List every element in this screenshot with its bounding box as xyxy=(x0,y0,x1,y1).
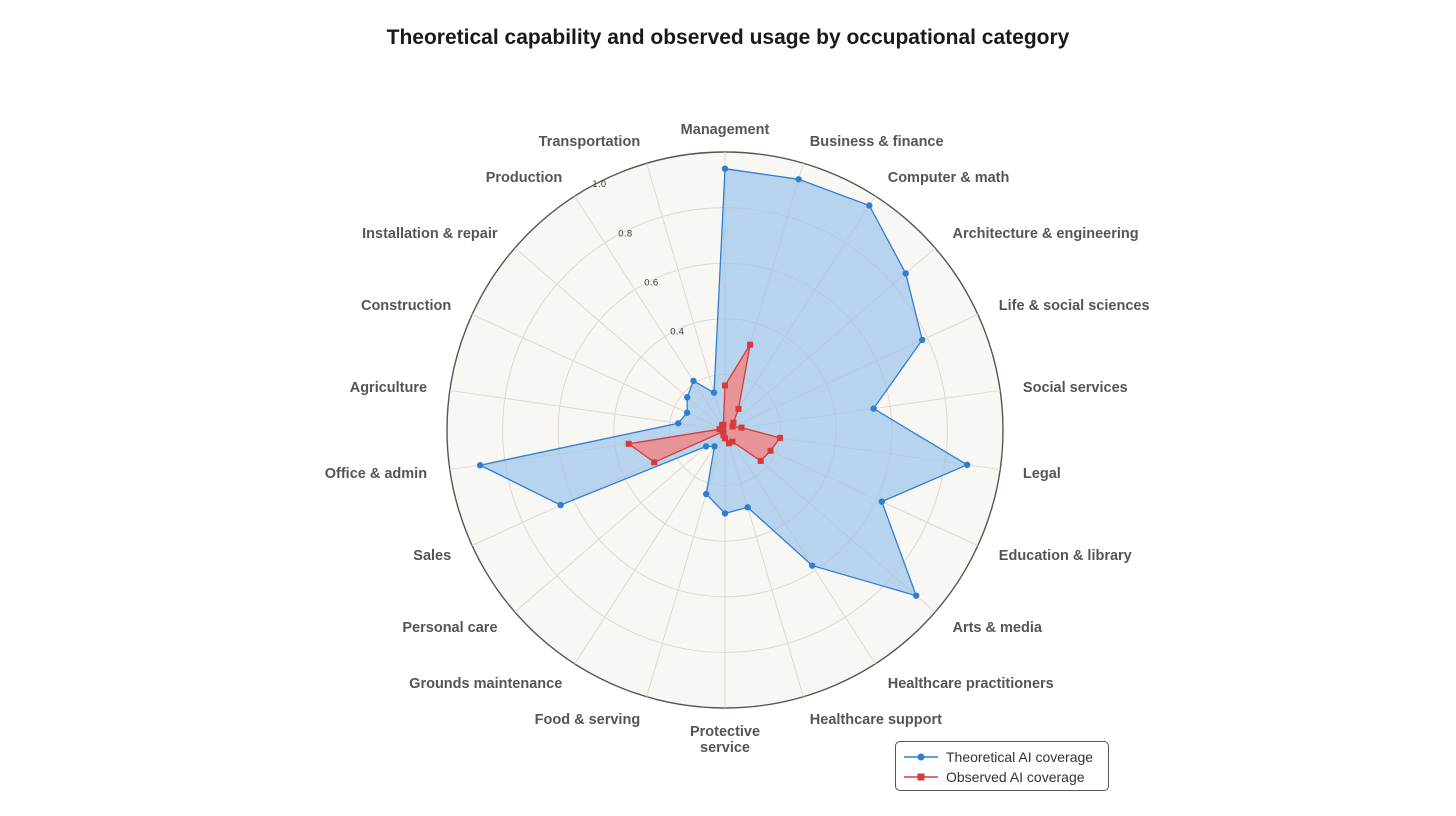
legend-label-theoretical: Theoretical AI coverage xyxy=(946,749,1094,765)
category-label: Food & serving xyxy=(535,712,641,728)
data-point-theoretical xyxy=(690,377,697,385)
radial-tick-labels: 0.4 0.6 0.8 1.0 xyxy=(592,180,684,338)
data-point-theoretical xyxy=(702,443,710,450)
data-point-observed xyxy=(625,440,632,447)
category-label: Protective service xyxy=(690,724,760,756)
data-point-theoretical xyxy=(919,336,926,344)
data-point-observed xyxy=(730,419,737,426)
chart-legend: Theoretical AI coverage Observed AI cove… xyxy=(895,741,1109,791)
data-point-theoretical xyxy=(683,409,691,416)
data-point-theoretical xyxy=(683,394,691,401)
data-point-theoretical xyxy=(703,490,710,498)
category-label: Education & library xyxy=(999,548,1132,564)
category-label: Transportation xyxy=(539,134,641,150)
legend-item-observed: Observed AI coverage xyxy=(904,767,1085,787)
data-point-observed xyxy=(725,440,732,447)
radial-tick-label: 0.6 xyxy=(644,278,659,288)
data-point-theoretical xyxy=(710,389,718,396)
radar-series xyxy=(476,165,971,599)
data-point-observed xyxy=(729,423,736,430)
spoke-line xyxy=(646,163,726,431)
category-label: Life & social sciences xyxy=(999,298,1150,314)
data-point-observed xyxy=(767,447,774,454)
radial-tick-label: 1.0 xyxy=(592,180,607,190)
data-point-theoretical xyxy=(721,510,729,517)
data-point-theoretical xyxy=(795,176,802,183)
data-point-observed xyxy=(722,382,728,389)
data-point-theoretical xyxy=(878,498,885,505)
category-label: Computer & math xyxy=(888,170,1010,186)
category-label: Management xyxy=(681,122,770,138)
legend-item-theoretical: Theoretical AI coverage xyxy=(904,747,1093,767)
category-label: Grounds maintenance xyxy=(409,676,562,692)
category-label: Production xyxy=(486,170,563,186)
data-point-theoretical xyxy=(744,504,751,511)
chart-title: Theoretical capability and observed usag… xyxy=(386,26,1070,49)
legend-swatch-theoretical xyxy=(904,753,938,761)
category-label: Social services xyxy=(1023,380,1128,396)
category-label: Business & finance xyxy=(810,134,944,150)
category-label: Healthcare practitioners xyxy=(888,676,1054,692)
data-point-observed xyxy=(757,457,764,464)
radial-tick-label: 0.8 xyxy=(618,229,633,239)
data-point-theoretical xyxy=(870,405,877,412)
category-label: Sales xyxy=(413,548,451,564)
radial-tick-label: 0.4 xyxy=(670,328,685,338)
category-label: Legal xyxy=(1023,466,1061,482)
data-point-observed xyxy=(651,459,658,466)
data-point-theoretical xyxy=(711,443,718,450)
data-point-theoretical xyxy=(476,462,484,469)
legend-swatch-observed xyxy=(904,773,938,781)
data-point-theoretical xyxy=(808,562,816,569)
legend-label-observed: Observed AI coverage xyxy=(946,769,1085,785)
spoke-line xyxy=(574,429,726,665)
category-label: Healthcare support xyxy=(810,712,942,728)
spoke-line xyxy=(471,314,726,431)
data-point-observed xyxy=(738,424,745,431)
category-label: Installation & repair xyxy=(362,226,498,242)
category-label: Office & admin xyxy=(325,466,427,482)
data-point-theoretical xyxy=(557,501,564,509)
category-labels: Management Business & finance Computer & m… xyxy=(325,122,1150,756)
data-point-observed xyxy=(720,421,727,428)
spoke-line xyxy=(514,429,726,613)
category-label: Construction xyxy=(361,298,451,314)
data-point-theoretical xyxy=(866,202,873,209)
category-label: Personal care xyxy=(402,620,497,636)
category-label: Architecture & engineering xyxy=(952,226,1138,242)
category-label: Agriculture xyxy=(350,380,427,396)
data-point-observed xyxy=(722,435,728,442)
data-point-theoretical xyxy=(675,420,682,427)
data-point-observed xyxy=(735,405,742,412)
data-point-theoretical xyxy=(721,165,729,172)
category-label: Arts & media xyxy=(952,620,1042,636)
data-point-observed xyxy=(747,341,754,348)
data-point-observed xyxy=(729,438,736,445)
data-point-theoretical xyxy=(963,461,971,469)
data-point-theoretical xyxy=(912,592,920,599)
data-point-observed xyxy=(777,434,784,441)
data-point-theoretical xyxy=(902,270,909,277)
